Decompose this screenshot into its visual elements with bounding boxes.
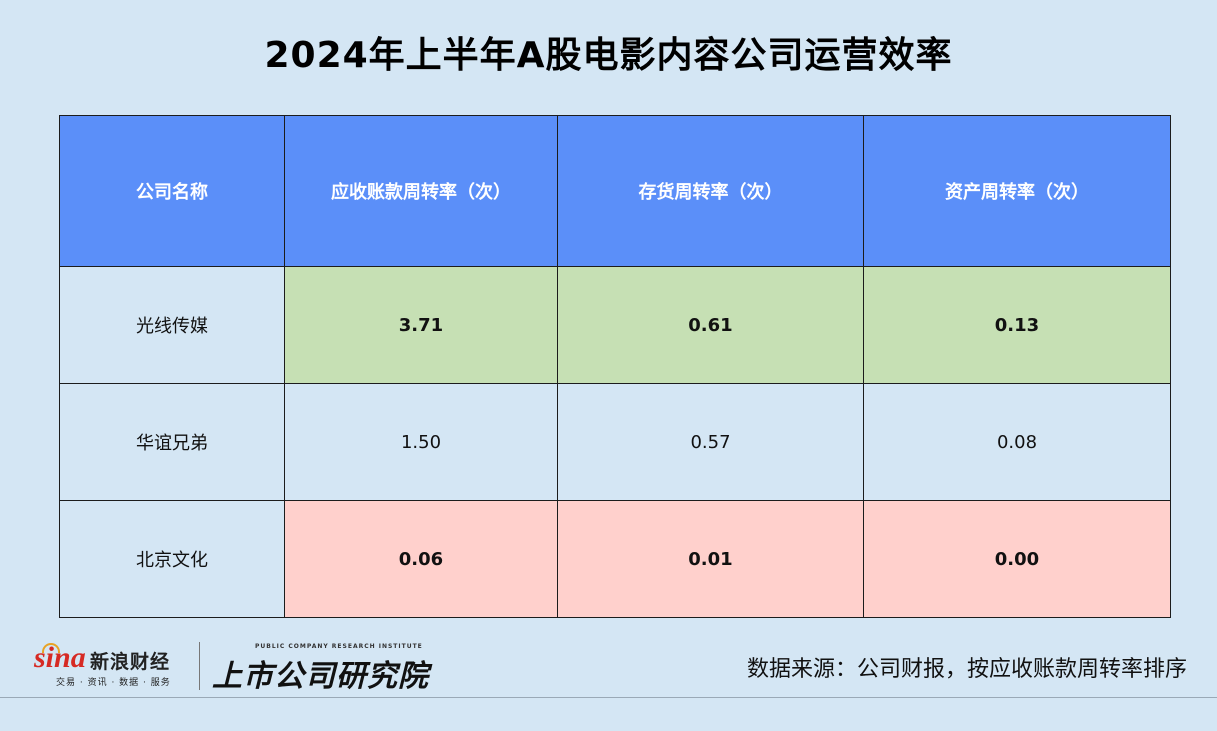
sina-wordmark: sina bbox=[34, 641, 86, 674]
column-header-asset-turnover: 资产周转率（次） bbox=[863, 115, 1171, 267]
column-header-company: 公司名称 bbox=[59, 115, 285, 267]
asset-turnover-cell: 0.13 bbox=[863, 266, 1171, 384]
data-table: 公司名称 应收账款周转率（次） 存货周转率（次） 资产周转率（次） 光线传媒 3… bbox=[59, 115, 1171, 618]
header-row: 公司名称 应收账款周转率（次） 存货周转率（次） 资产周转率（次） bbox=[59, 115, 1171, 267]
table-row: 北京文化 0.06 0.01 0.00 bbox=[59, 500, 1171, 618]
logo-divider bbox=[199, 642, 200, 690]
research-institute-logo: 上市公司研究院 bbox=[212, 659, 429, 694]
sina-eye-icon bbox=[42, 643, 60, 653]
company-name-cell: 华谊兄弟 bbox=[59, 383, 285, 501]
sina-finance-name: 新浪财经 bbox=[90, 651, 171, 673]
asset-turnover-cell: 0.08 bbox=[863, 383, 1171, 501]
asset-turnover-cell: 0.00 bbox=[863, 500, 1171, 618]
receivables-turnover-cell: 3.71 bbox=[284, 266, 558, 384]
sina-finance-tagline: 交易 · 资讯 · 数据 · 服务 bbox=[56, 678, 171, 688]
data-source-note: 数据来源：公司财报，按应收账款周转率排序 bbox=[746, 657, 1187, 682]
company-name-cell: 光线传媒 bbox=[59, 266, 285, 384]
table-row: 华谊兄弟 1.50 0.57 0.08 bbox=[59, 383, 1171, 501]
inventory-turnover-cell: 0.57 bbox=[557, 383, 864, 501]
receivables-turnover-cell: 0.06 bbox=[284, 500, 558, 618]
page-title: 2024年上半年A股电影内容公司运营效率 bbox=[264, 35, 953, 76]
footer-divider bbox=[0, 697, 1217, 698]
column-header-inventory-turnover: 存货周转率（次） bbox=[557, 115, 864, 267]
table-row: 光线传媒 3.71 0.61 0.13 bbox=[59, 266, 1171, 384]
receivables-turnover-cell: 1.50 bbox=[284, 383, 558, 501]
company-name-cell: 北京文化 bbox=[59, 500, 285, 618]
research-institute-english-name: PUBLIC COMPANY RESEARCH INSTITUTE bbox=[255, 643, 423, 650]
inventory-turnover-cell: 0.61 bbox=[557, 266, 864, 384]
column-header-receivables-turnover: 应收账款周转率（次） bbox=[284, 115, 558, 267]
inventory-turnover-cell: 0.01 bbox=[557, 500, 864, 618]
